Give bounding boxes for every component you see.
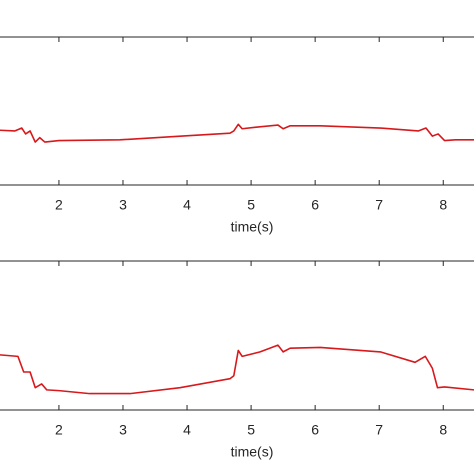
x-tick-label: 5	[247, 422, 255, 438]
x-tick-label: 4	[183, 422, 191, 438]
x-tick-label: 8	[439, 197, 447, 213]
x-tick-label: 7	[375, 422, 383, 438]
x-tick-label: 6	[311, 422, 319, 438]
x-tick-label: 6	[311, 197, 319, 213]
x-tick-label: 3	[119, 197, 127, 213]
x-tick-label: 8	[439, 422, 447, 438]
x-tick-label: 7	[375, 197, 383, 213]
line-series	[0, 344, 474, 395]
x-tick-label: 5	[247, 197, 255, 213]
line-series	[0, 123, 474, 143]
x-tick-label: 2	[55, 422, 63, 438]
x-axis-label: time(s)	[231, 444, 274, 460]
x-axis-label: time(s)	[231, 219, 274, 235]
x-tick-label: 3	[119, 422, 127, 438]
x-tick-label: 4	[183, 197, 191, 213]
x-tick-label: 2	[55, 197, 63, 213]
